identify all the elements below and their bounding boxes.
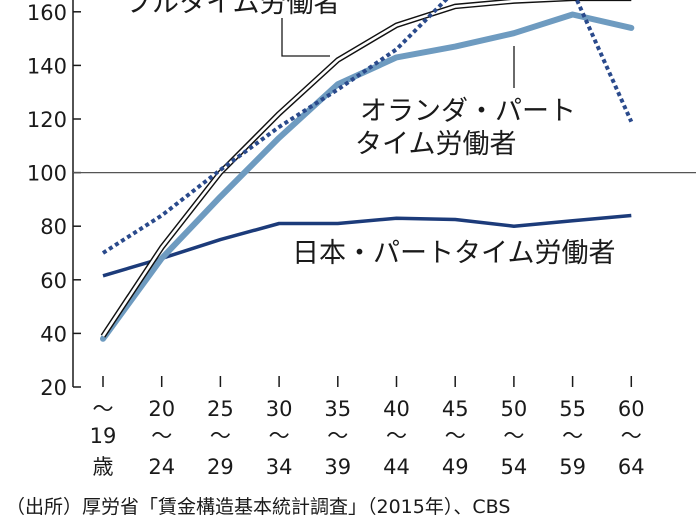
x-tick-label-top: 20 xyxy=(148,397,175,421)
x-tick-label-mid: 〜 xyxy=(151,424,172,448)
x-tick-label-mid: 〜 xyxy=(503,424,524,448)
source-note: （出所）厚労省「賃金構造基本統計調査」（2015年）、CBS xyxy=(6,496,510,518)
x-tick-label-mid: 〜 xyxy=(562,424,583,448)
x-tick-label-bottom: 34 xyxy=(266,455,293,479)
x-tick-label-top: 50 xyxy=(501,397,528,421)
series-jp-full-outline xyxy=(103,0,631,336)
y-axis: 20 40 60 80 100 120 140 160 xyxy=(27,0,81,400)
y-tick-label: 40 xyxy=(40,322,67,346)
y-tick-label: 100 xyxy=(27,162,67,186)
x-tick-label-top: 45 xyxy=(442,397,469,421)
x-tick-label-mid: 〜 xyxy=(621,424,642,448)
x-tick-label-top: 30 xyxy=(266,397,293,421)
x-tick-label-bottom: 59 xyxy=(559,455,586,479)
y-tick-label: 120 xyxy=(27,108,67,132)
series-layer xyxy=(103,0,631,339)
x-tick-label-top: 40 xyxy=(383,397,410,421)
x-tick-label-top: 55 xyxy=(559,397,586,421)
x-ticks: 〜 19 歳 20 〜 24 25 〜 29 30 〜 34 35 〜 39 40 〜 44 45 〜 49 50 〜 54 5… xyxy=(90,376,645,479)
x-tick-label-top: 35 xyxy=(324,397,351,421)
x-tick-label-mid: 〜 xyxy=(445,424,466,448)
jp-full-leader-line xyxy=(282,18,330,56)
x-tick-label-mid: 〜 xyxy=(210,424,231,448)
y-tick-label: 140 xyxy=(27,54,67,78)
x-tick-label-bottom: 39 xyxy=(324,455,351,479)
series-jp-full-inner xyxy=(103,0,631,336)
x-tick-label-bottom: 29 xyxy=(207,455,234,479)
x-tick-label-top: 60 xyxy=(618,397,645,421)
x-tick-label-bottom: 64 xyxy=(618,455,645,479)
x-tick-label-mid: 19 xyxy=(90,424,117,448)
x-axis: 〜 19 歳 20 〜 24 25 〜 29 30 〜 34 35 〜 39 40 〜 44 45 〜 49 50 〜 54 5… xyxy=(90,376,645,479)
x-tick-label-top: 25 xyxy=(207,397,234,421)
x-tick-label-bottom: 49 xyxy=(442,455,469,479)
label-jp-part: 日本・パートタイム労働者 xyxy=(292,238,615,269)
label-nl-part-line2: タイム労働者 xyxy=(355,129,516,160)
y-tick-label: 160 xyxy=(27,1,67,25)
x-tick-label-bottom: 44 xyxy=(383,455,410,479)
x-tick-label-mid: 〜 xyxy=(327,424,348,448)
y-tick-label: 80 xyxy=(40,215,67,239)
x-tick-label-mid: 〜 xyxy=(386,424,407,448)
label-jp-full: フルタイム労働者 xyxy=(125,0,340,19)
series-nl-part-line xyxy=(103,15,631,339)
x-tick-label-top: 〜 xyxy=(93,397,114,421)
x-tick-label-bottom: 歳 xyxy=(93,455,114,479)
label-nl-part-line1: オランダ・パート xyxy=(360,96,576,127)
x-tick-label-mid: 〜 xyxy=(269,424,290,448)
y-tick-label: 60 xyxy=(40,269,67,293)
y-tick-label: 20 xyxy=(40,376,67,400)
x-tick-label-bottom: 54 xyxy=(501,455,528,479)
x-tick-label-bottom: 24 xyxy=(148,455,175,479)
